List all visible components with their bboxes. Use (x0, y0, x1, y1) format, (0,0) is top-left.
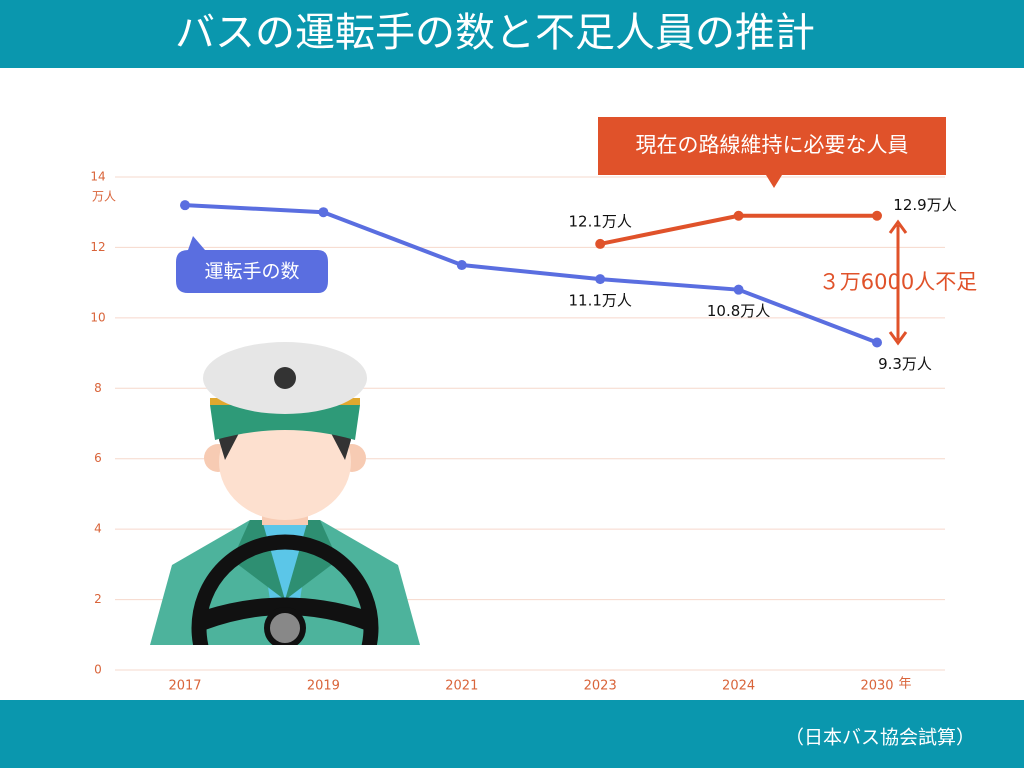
y-tick-label: 6 (94, 451, 102, 465)
legend-callout (176, 236, 328, 293)
value-label: 10.8万人 (707, 302, 770, 320)
driver-illustration (150, 342, 420, 645)
point (733, 210, 744, 221)
y-tick-label: 10 (90, 310, 105, 324)
point (733, 284, 744, 295)
point (872, 337, 882, 348)
value-label: 11.1万人 (568, 292, 631, 310)
point (872, 210, 882, 221)
x-tick-label: 2030 (860, 679, 893, 694)
y-tick-label: 12 (90, 240, 105, 254)
source: （日本バス協会試算） (785, 727, 975, 749)
value-label: 12.1万人 (568, 212, 631, 230)
point (595, 238, 606, 249)
shortage-arrow (888, 219, 908, 346)
y-tick-label: 8 (94, 381, 102, 395)
footer-bar (0, 700, 1024, 768)
value-label: 9.3万人 (878, 355, 932, 373)
x-tick-label: 2017 (168, 679, 201, 694)
point (318, 207, 329, 218)
y-tick-label: 4 (94, 522, 102, 536)
point (595, 274, 606, 285)
y-tick-label: 14 (90, 170, 105, 184)
x-tick-label: 2024 (722, 679, 755, 694)
y-tick-label: 0 (94, 663, 102, 677)
header-bar (0, 0, 1024, 68)
point (180, 200, 190, 211)
x-tick-label: 2019 (307, 679, 340, 694)
x-tick-label: 2021 (445, 679, 478, 694)
plot: 0 2 4 6 8 10 12 14 万人 2017 2019 2021 2023 2024 2030 年 11… (90, 117, 980, 694)
y-unit: 万人 (92, 190, 116, 204)
value-label: 12.9万人 (893, 196, 956, 214)
x-unit: 年 (898, 677, 911, 692)
line (184, 203, 878, 345)
legend-label: 運転手の数 (204, 261, 299, 283)
legend-label: 現在の路線維持に必要な人員 (636, 133, 909, 157)
legend-callout (598, 117, 946, 188)
point (456, 260, 467, 271)
chart-title: バスの運転手の数と不足人員の推計 (175, 10, 815, 56)
x-tick-label: 2023 (584, 679, 617, 694)
y-tick-label: 2 (94, 592, 102, 606)
